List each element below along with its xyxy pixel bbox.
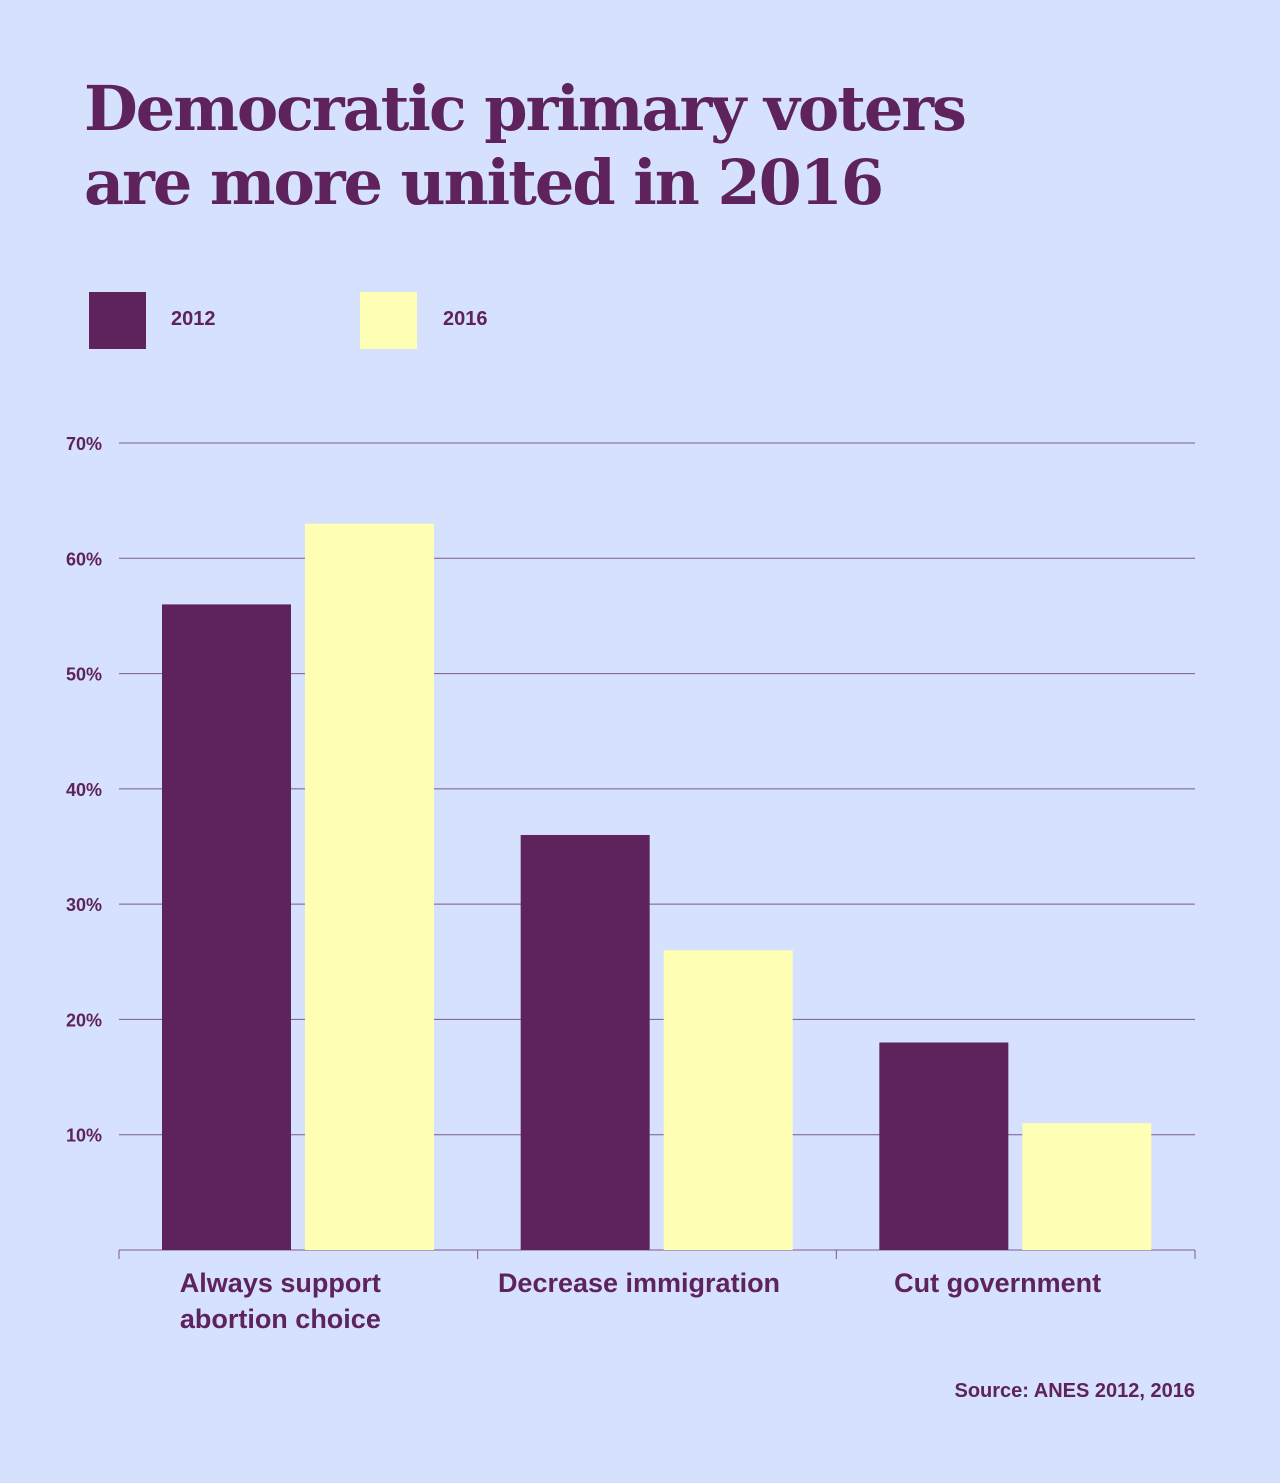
bar-2016-1 xyxy=(663,950,793,1250)
bar-2012-1 xyxy=(520,834,650,1250)
chart-title-line: Democratic primary voters xyxy=(84,72,967,145)
legend-swatch-2012 xyxy=(89,292,146,349)
legend-swatch-2016 xyxy=(360,292,417,349)
y-tick-label: 60% xyxy=(66,549,102,569)
category-label: Always support xyxy=(180,1268,381,1298)
y-tick-label: 30% xyxy=(66,895,102,915)
bar-2012-2 xyxy=(879,1042,1009,1250)
y-tick-label: 20% xyxy=(66,1010,102,1030)
chart-title: Democratic primary voters are more unite… xyxy=(84,72,1184,220)
category-label: Cut government xyxy=(894,1268,1101,1298)
category-label: Decrease immigration xyxy=(498,1268,780,1298)
bar-2016-2 xyxy=(1022,1123,1152,1250)
bar-2012-0 xyxy=(162,604,291,1250)
legend-label-2012: 2012 xyxy=(171,308,216,330)
bar-2016-0 xyxy=(305,523,434,1250)
legend-label-2016: 2016 xyxy=(443,308,488,330)
y-tick-label: 50% xyxy=(66,665,102,685)
category-label: abortion choice xyxy=(180,1304,381,1334)
y-tick-label: 40% xyxy=(66,780,102,800)
y-tick-label: 70% xyxy=(66,434,102,454)
source-note: Source: ANES 2012, 2016 xyxy=(954,1380,1196,1402)
chart-title-line: are more united in 2016 xyxy=(84,146,884,219)
y-tick-label: 10% xyxy=(66,1126,102,1146)
